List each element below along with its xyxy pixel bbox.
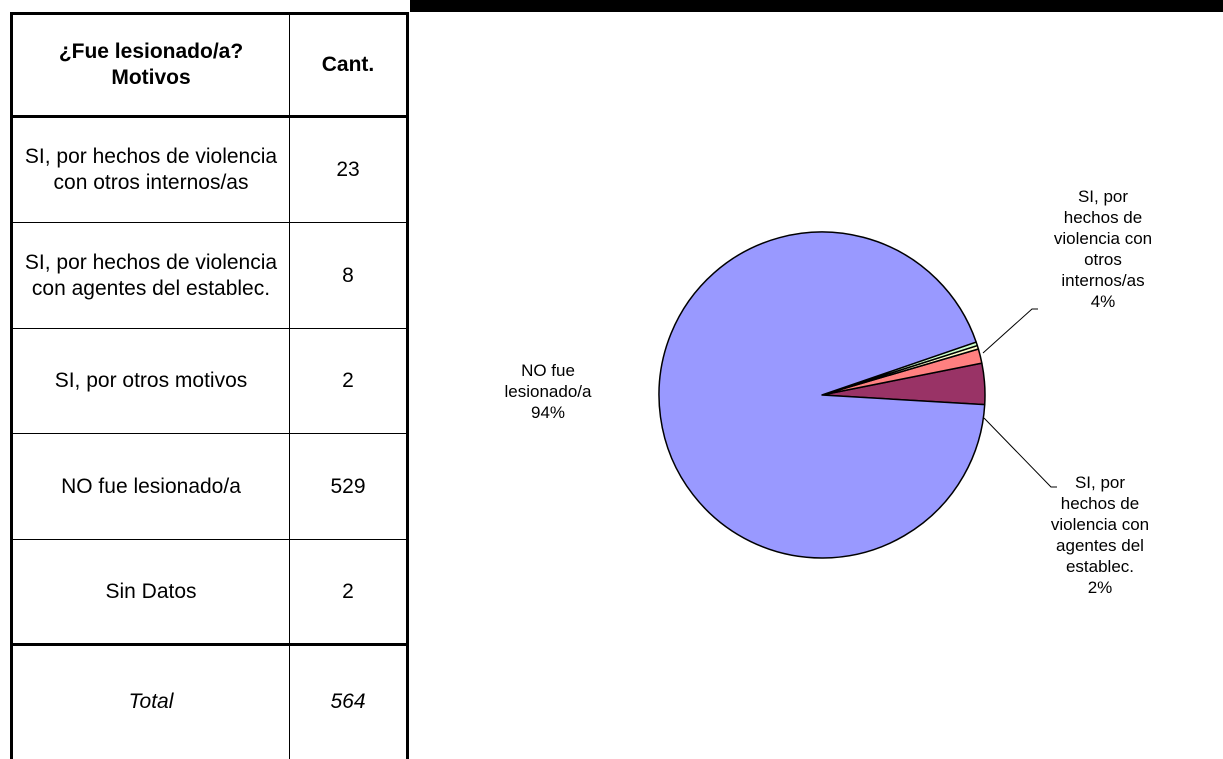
row-label: Sin Datos: [10, 539, 290, 645]
total-label: Total: [10, 643, 290, 759]
leader-line-agentes: [983, 417, 1057, 488]
row-value: 529: [289, 433, 409, 540]
total-value: 564: [289, 643, 409, 759]
data-label-agentes: SI, por hechos de violencia con agentes del…: [1051, 473, 1149, 597]
table-row: SI, por hechos de violencia con otros in…: [10, 116, 409, 223]
data-label-line: NO fue: [521, 361, 575, 380]
leader-line-otros-internos: [982, 308, 1038, 354]
data-label-line: SI, por: [1075, 473, 1125, 492]
data-label-line: agentes del: [1056, 536, 1144, 555]
row-label: SI, por otros motivos: [10, 328, 290, 434]
row-label: SI, por hechos de violencia con agentes …: [10, 222, 290, 329]
data-label-line: hechos de: [1061, 494, 1139, 513]
data-label-line: hechos de: [1064, 208, 1142, 227]
data-label-line: violencia con: [1051, 515, 1149, 534]
header-cant: Cant.: [289, 12, 409, 118]
row-label: SI, por hechos de violencia con otros in…: [10, 116, 290, 223]
data-label-line: 2%: [1088, 578, 1113, 597]
data-label-line: 4%: [1091, 292, 1116, 311]
table-total-row: Total 564: [10, 643, 409, 759]
data-label-line: otros: [1084, 250, 1122, 269]
table-row: NO fue lesionado/a 529: [10, 433, 409, 540]
pie-slices: [658, 231, 986, 559]
table-row: SI, por otros motivos 2: [10, 328, 409, 434]
row-value: 2: [289, 539, 409, 645]
table-row: Sin Datos 2: [10, 539, 409, 645]
pie-chart: NO fue lesionado/a 94% SI, por hechos de viol…: [410, 0, 1223, 597]
pie-slice-4: [658, 231, 986, 559]
data-label-line: 94%: [531, 403, 565, 422]
leader-lines: [982, 308, 1057, 488]
data-labels: NO fue lesionado/a 94% SI, por hechos de viol…: [505, 187, 1153, 597]
data-label-line: SI, por: [1078, 187, 1128, 206]
row-value: 23: [289, 116, 409, 223]
row-label: NO fue lesionado/a: [10, 433, 290, 540]
data-table-panel: ¿Fue lesionado/a? Motivos Cant. SI, por …: [0, 0, 410, 759]
data-table: ¿Fue lesionado/a? Motivos Cant. SI, por …: [10, 12, 409, 759]
data-label-line: lesionado/a: [505, 382, 593, 401]
top-border-bar: [410, 0, 1223, 12]
table-header-row: ¿Fue lesionado/a? Motivos Cant.: [10, 12, 409, 118]
data-label-line: violencia con: [1054, 229, 1152, 248]
data-label-line: establec.: [1066, 557, 1134, 576]
data-label-no: NO fue lesionado/a 94%: [505, 361, 593, 422]
row-value: 8: [289, 222, 409, 329]
data-label-otros-internos: SI, por hechos de violencia con otros intern…: [1054, 187, 1152, 311]
row-value: 2: [289, 328, 409, 434]
header-motivos: ¿Fue lesionado/a? Motivos: [10, 12, 290, 118]
data-label-line: internos/as: [1061, 271, 1144, 290]
table-row: SI, por hechos de violencia con agentes …: [10, 222, 409, 329]
